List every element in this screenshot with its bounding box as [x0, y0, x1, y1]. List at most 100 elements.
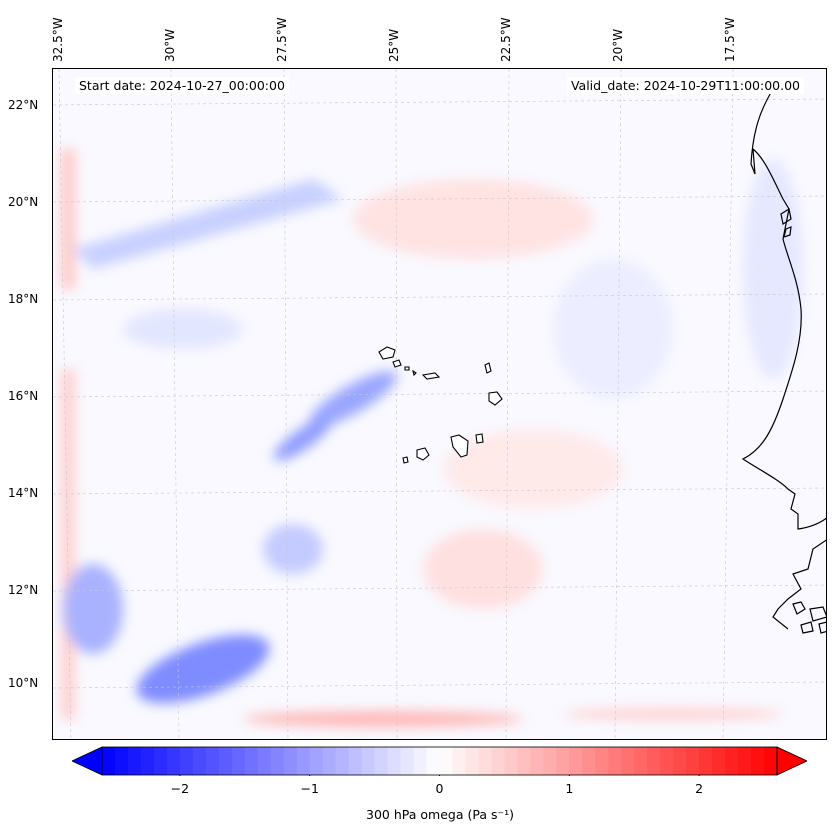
field-patch-blue-4 — [553, 259, 673, 399]
grid-lon-27-5 — [283, 69, 289, 739]
lon-label: 20°W — [611, 28, 625, 62]
grid-lon-25 — [395, 69, 398, 739]
colorbar-cell — [387, 747, 402, 775]
lat-label: 10°N — [8, 676, 39, 690]
field-patch-blue-east — [743, 159, 803, 379]
colorbar-cell — [738, 747, 752, 775]
field-patch-red-3 — [423, 529, 543, 609]
lat-label: 20°N — [8, 195, 39, 209]
start-date: Start date: 2024-10-27_00:00:00 — [75, 77, 289, 94]
colorbar-cell — [257, 747, 272, 775]
map-panel: Start date: 2024-10-27_00:00:00 Valid_da… — [52, 68, 827, 740]
colorbar-cell — [400, 747, 415, 775]
colorbar-cell — [296, 747, 311, 775]
lat-label: 18°N — [8, 292, 39, 306]
field-patch-red-south-2 — [563, 708, 783, 720]
colorbar-cell — [686, 747, 700, 775]
graticule — [53, 69, 826, 739]
coastlines — [741, 88, 826, 634]
colorbar-cell — [764, 747, 778, 775]
colorbar-cell — [218, 747, 233, 775]
island-boa-vista — [488, 391, 503, 406]
colorbar-extend-high — [776, 746, 807, 776]
colorbar-cell — [725, 747, 739, 775]
lat-label: 22°N — [8, 98, 39, 112]
colorbar-cell — [374, 747, 389, 775]
colorbar-tick-label: 0 — [435, 781, 444, 796]
island-islet — [412, 369, 417, 377]
colorbar-cell — [478, 747, 492, 775]
colorbar-cell — [621, 747, 635, 775]
valid-date: Valid_date: 2024-10-29T11:00:00.00 — [566, 77, 804, 94]
colorbar-cell — [543, 747, 557, 775]
colorbar-cell — [361, 747, 376, 775]
colorbar-cell — [413, 747, 428, 775]
colorbar-cell — [335, 747, 350, 775]
colorbar-cell — [634, 747, 648, 775]
field-patch-blue-sw-2 — [136, 634, 270, 704]
bissagos-island — [792, 601, 806, 615]
bissagos-island-2 — [809, 606, 826, 622]
coastal-island-2 — [783, 226, 792, 238]
island-sao-vicente — [392, 359, 402, 368]
field-patch-red-2 — [443, 429, 623, 509]
island-sao-nicolau — [421, 372, 441, 380]
field-background — [53, 69, 826, 739]
colorbar-cell — [270, 747, 285, 775]
bissagos-island-4 — [818, 621, 826, 634]
colorbar-cell — [751, 747, 765, 775]
field-patch-red-south — [243, 711, 523, 727]
colorbar-extend-low — [72, 746, 103, 776]
colorbar-cell — [569, 747, 583, 775]
island-fogo — [416, 447, 430, 461]
lat-label: 16°N — [8, 389, 39, 403]
lon-label: 25°W — [387, 28, 401, 62]
colorbar-cell — [439, 747, 453, 775]
colorbar-ticks — [179, 775, 700, 776]
lat-label: 12°N — [8, 583, 39, 597]
colorbar-cell — [556, 747, 570, 775]
coastal-island — [780, 208, 792, 225]
colorbar-tick-label: −2 — [170, 781, 190, 796]
colorbar-cells — [102, 747, 778, 775]
field-patch-blue-strong-2 — [273, 417, 333, 461]
colorbar-cell — [114, 747, 129, 775]
colorbar-cell — [231, 747, 246, 775]
colorbar-cell — [127, 747, 142, 775]
omega-field-map — [53, 69, 826, 739]
colorbar-cell — [102, 747, 116, 775]
field-patch-red-west-2 — [61, 369, 75, 719]
grid-lon-17-5 — [722, 69, 734, 739]
colorbar-cell — [179, 747, 194, 775]
field-patch-blue — [123, 309, 243, 349]
colorbar-tick-label: −1 — [300, 781, 319, 796]
colorbar-tick-label: 1 — [565, 781, 574, 796]
colorbar-title: 300 hPa omega (Pa s⁻¹) — [366, 807, 514, 822]
colorbar-cell — [426, 747, 440, 775]
field-patch-blue-sw — [63, 564, 123, 654]
field-patch-red-west — [61, 149, 75, 289]
colorbar-cell — [348, 747, 363, 775]
island-santo-antao — [378, 346, 396, 360]
lon-label: 17.5°W — [723, 17, 737, 62]
island-sal — [484, 362, 492, 374]
field-patch-blue-strong — [309, 371, 397, 427]
lon-label: 32.5°W — [51, 17, 65, 62]
island-brava — [402, 456, 409, 464]
colorbar-tick-label: 2 — [695, 781, 704, 796]
colorbar-cell — [673, 747, 687, 775]
colorbar-cell — [595, 747, 609, 775]
colorbar-cell — [452, 747, 466, 775]
grid-lon-20 — [614, 69, 622, 739]
island-santa-luzia — [404, 366, 410, 371]
lon-label: 30°W — [163, 28, 177, 62]
colorbar-cell — [465, 747, 479, 775]
colorbar-cell — [608, 747, 622, 775]
field-patch-blue-band — [73, 179, 343, 269]
island-maio — [475, 433, 484, 444]
colorbar-cell — [530, 747, 544, 775]
colorbar-cell — [582, 747, 596, 775]
lon-label: 27.5°W — [275, 17, 289, 62]
colorbar-cell — [140, 747, 155, 775]
cape-verde-islands — [378, 346, 503, 464]
